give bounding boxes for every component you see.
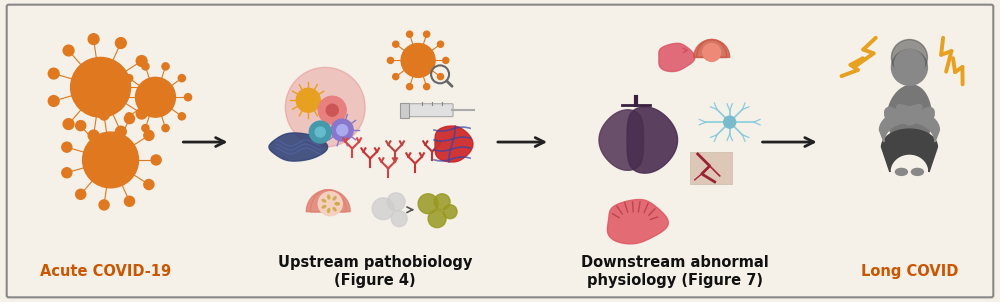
- Circle shape: [162, 124, 169, 132]
- Circle shape: [144, 179, 154, 190]
- Circle shape: [136, 56, 147, 66]
- Circle shape: [126, 113, 133, 120]
- Circle shape: [387, 193, 405, 211]
- Circle shape: [407, 84, 413, 90]
- Circle shape: [126, 75, 133, 82]
- Ellipse shape: [328, 195, 330, 199]
- Circle shape: [891, 50, 927, 85]
- Circle shape: [337, 125, 348, 136]
- Ellipse shape: [322, 206, 326, 208]
- Ellipse shape: [911, 169, 923, 175]
- Polygon shape: [269, 133, 328, 161]
- Polygon shape: [659, 43, 695, 72]
- Circle shape: [309, 121, 331, 143]
- Circle shape: [178, 75, 185, 82]
- Text: Acute COVID-19: Acute COVID-19: [40, 264, 171, 279]
- Circle shape: [296, 88, 320, 112]
- Circle shape: [443, 57, 449, 63]
- Circle shape: [437, 41, 444, 47]
- Ellipse shape: [322, 200, 326, 202]
- Circle shape: [418, 194, 438, 214]
- Circle shape: [142, 63, 149, 70]
- Circle shape: [318, 96, 346, 124]
- Circle shape: [151, 155, 161, 165]
- Text: Upstream pathobiology
(Figure 4): Upstream pathobiology (Figure 4): [278, 255, 472, 288]
- Circle shape: [428, 210, 446, 228]
- Circle shape: [83, 132, 139, 188]
- Polygon shape: [607, 200, 668, 244]
- Circle shape: [407, 31, 413, 37]
- Circle shape: [115, 38, 126, 48]
- Circle shape: [401, 43, 435, 77]
- Circle shape: [142, 124, 149, 132]
- Circle shape: [124, 196, 135, 206]
- Circle shape: [76, 120, 86, 131]
- Circle shape: [315, 127, 325, 137]
- Circle shape: [136, 77, 175, 117]
- Circle shape: [424, 84, 430, 90]
- Circle shape: [99, 110, 109, 120]
- Polygon shape: [627, 107, 678, 173]
- Ellipse shape: [335, 203, 339, 205]
- Circle shape: [326, 104, 338, 116]
- Circle shape: [387, 57, 393, 63]
- Circle shape: [894, 50, 924, 79]
- Circle shape: [162, 63, 169, 70]
- Circle shape: [724, 116, 736, 128]
- Circle shape: [144, 130, 154, 140]
- Ellipse shape: [333, 197, 336, 200]
- Circle shape: [99, 200, 109, 210]
- Circle shape: [119, 94, 127, 101]
- Polygon shape: [879, 110, 939, 142]
- Ellipse shape: [335, 203, 339, 205]
- FancyBboxPatch shape: [7, 5, 993, 297]
- FancyBboxPatch shape: [690, 152, 732, 184]
- Ellipse shape: [328, 209, 330, 213]
- Circle shape: [184, 94, 192, 101]
- Polygon shape: [881, 129, 937, 172]
- Circle shape: [63, 45, 74, 56]
- Circle shape: [393, 41, 399, 47]
- Circle shape: [62, 168, 72, 178]
- Circle shape: [437, 74, 444, 80]
- Ellipse shape: [895, 169, 907, 175]
- Circle shape: [393, 74, 399, 80]
- Circle shape: [76, 189, 86, 199]
- Circle shape: [391, 211, 407, 226]
- Circle shape: [88, 130, 99, 141]
- Circle shape: [144, 82, 155, 93]
- FancyBboxPatch shape: [400, 103, 409, 118]
- Circle shape: [63, 119, 74, 130]
- Circle shape: [48, 68, 59, 79]
- Polygon shape: [694, 40, 730, 57]
- Polygon shape: [306, 190, 350, 212]
- Circle shape: [443, 205, 457, 219]
- Text: Long COVID: Long COVID: [861, 264, 958, 279]
- Circle shape: [136, 108, 147, 119]
- Circle shape: [178, 113, 185, 120]
- Circle shape: [318, 192, 342, 216]
- Circle shape: [48, 96, 59, 106]
- Circle shape: [115, 126, 126, 137]
- Polygon shape: [887, 85, 931, 149]
- Circle shape: [703, 43, 721, 61]
- Circle shape: [891, 40, 927, 76]
- Circle shape: [434, 194, 450, 210]
- FancyBboxPatch shape: [406, 104, 453, 117]
- Circle shape: [285, 67, 365, 147]
- Circle shape: [62, 142, 72, 152]
- Ellipse shape: [333, 207, 336, 211]
- Circle shape: [372, 198, 394, 220]
- Circle shape: [124, 114, 135, 124]
- Circle shape: [71, 57, 131, 117]
- Circle shape: [88, 34, 99, 44]
- Circle shape: [424, 31, 430, 37]
- Circle shape: [331, 119, 353, 141]
- Text: Downstream abnormal
physiology (Figure 7): Downstream abnormal physiology (Figure 7…: [581, 255, 769, 288]
- Polygon shape: [435, 126, 473, 162]
- Polygon shape: [599, 110, 643, 170]
